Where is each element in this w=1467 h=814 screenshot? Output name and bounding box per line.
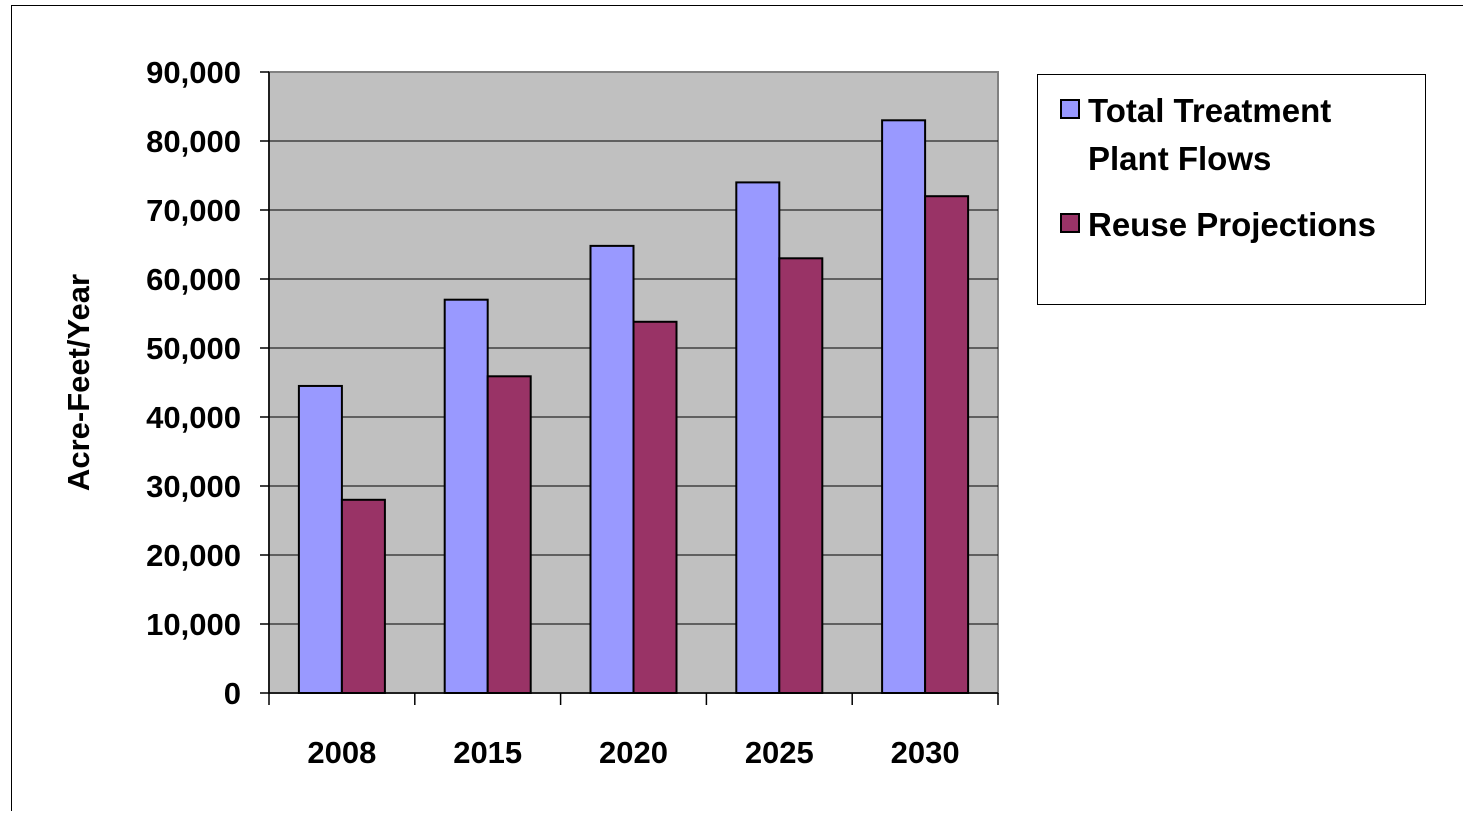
legend-label-total-flows: Total Treatment Plant Flows bbox=[1088, 92, 1332, 177]
bar-total-flows-2015 bbox=[443, 298, 489, 694]
x-tick-labels: 2008 2015 2020 2025 2030 bbox=[307, 735, 959, 770]
y-tick-label: 90,000 bbox=[146, 55, 241, 90]
y-tick-label: 10,000 bbox=[146, 607, 241, 642]
bar-reuse-2030 bbox=[924, 195, 970, 694]
bar-total-flows-2020 bbox=[589, 244, 635, 694]
legend-item-reuse: Reuse Projections bbox=[1060, 201, 1418, 249]
y-tick-label: 50,000 bbox=[146, 331, 241, 366]
legend-item-total-flows: Total Treatment Plant Flows bbox=[1060, 87, 1418, 183]
y-tick-label: 30,000 bbox=[146, 469, 241, 504]
bar-reuse-2008 bbox=[340, 498, 386, 694]
y-tick-labels: 0 10,000 20,000 30,000 40,000 50,000 60,000 70,… bbox=[146, 55, 241, 711]
bar-total-flows-2008 bbox=[297, 384, 343, 694]
legend-swatch-reuse bbox=[1060, 213, 1080, 233]
bar-reuse-2025 bbox=[778, 257, 824, 694]
legend-label-reuse: Reuse Projections bbox=[1088, 206, 1376, 243]
bars bbox=[297, 119, 970, 695]
x-tick-label: 2030 bbox=[891, 735, 960, 770]
y-axis-title: Acre-Feet/Year bbox=[61, 274, 96, 491]
legend-swatch-total-flows bbox=[1060, 99, 1080, 119]
legend: Total Treatment Plant Flows Reuse Projec… bbox=[1037, 74, 1426, 305]
x-tick-label: 2020 bbox=[599, 735, 668, 770]
x-tick-label: 2025 bbox=[745, 735, 814, 770]
y-tick-label: 80,000 bbox=[146, 124, 241, 159]
y-tick-label: 40,000 bbox=[146, 400, 241, 435]
bar-total-flows-2025 bbox=[735, 181, 781, 694]
x-tick-label: 2015 bbox=[453, 735, 522, 770]
chart-frame bbox=[11, 5, 1463, 811]
bar-reuse-2020 bbox=[632, 320, 678, 694]
axes bbox=[260, 71, 999, 705]
bar-reuse-2015 bbox=[486, 375, 532, 694]
y-tick-label: 60,000 bbox=[146, 262, 241, 297]
x-tick-label: 2008 bbox=[307, 735, 376, 770]
y-tick-label: 0 bbox=[224, 676, 241, 711]
y-tick-label: 70,000 bbox=[146, 193, 241, 228]
y-tick-label: 20,000 bbox=[146, 538, 241, 573]
bar-total-flows-2030 bbox=[881, 119, 927, 695]
